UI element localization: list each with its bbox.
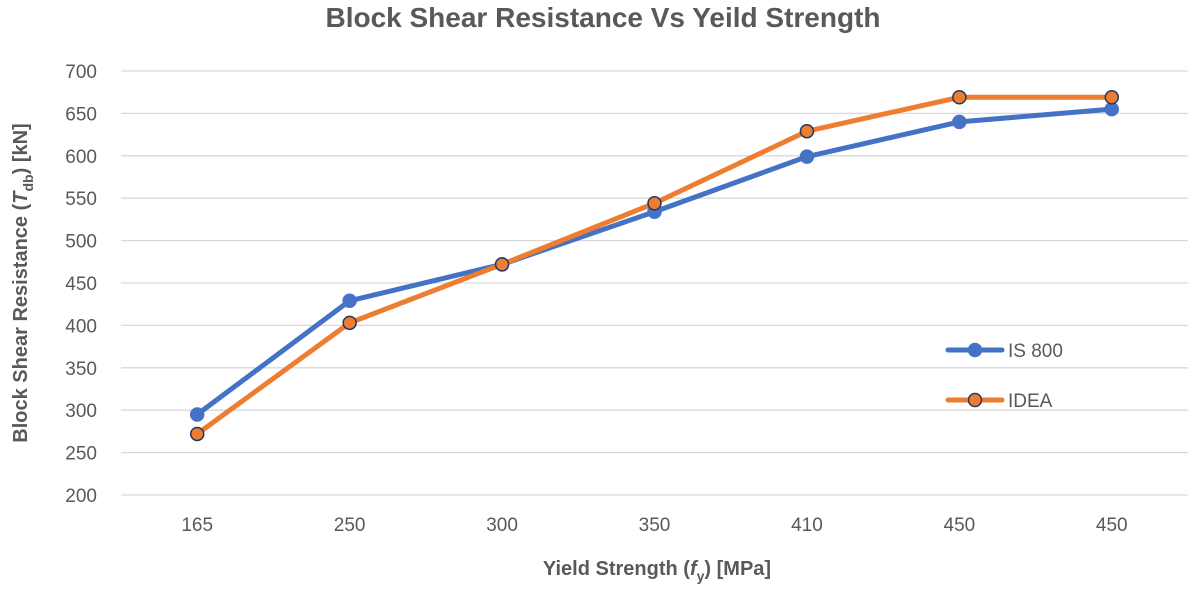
data-point (952, 114, 967, 130)
data-point (494, 257, 510, 272)
x-tick-label: 250 (334, 515, 366, 536)
x-tick-label: 300 (486, 515, 518, 536)
y-tick-label: 650 (65, 104, 97, 125)
legend: IS 800 IDEA (945, 341, 1063, 412)
y-tick-label: 450 (65, 274, 97, 295)
x-tick-label: 410 (791, 515, 823, 536)
y-tick-label: 550 (65, 189, 97, 210)
x-axis-label: Yield Strength (fy) [MPa] (543, 558, 771, 584)
x-tick-label: 350 (639, 515, 671, 536)
data-point (342, 293, 357, 309)
svg-text:IDEA: IDEA (1008, 391, 1053, 412)
data-point (1104, 101, 1120, 117)
data-point (952, 90, 967, 105)
y-tick-label: 350 (65, 359, 97, 380)
y-tick-label: 600 (65, 147, 97, 168)
y-tick-labels: 200 250 300 350 400 450 500 550 600 650 700 (65, 62, 97, 507)
data-point (1104, 90, 1120, 105)
legend-item-idea: IDEA (945, 391, 1053, 412)
data-point (189, 426, 205, 442)
y-tick-label: 200 (65, 486, 97, 507)
x-tick-label: 450 (944, 515, 976, 536)
svg-text:IS 800: IS 800 (1008, 341, 1063, 362)
legend-item-is800: IS 800 (945, 341, 1063, 362)
y-axis-label: Block Shear Resistance (Tdb) [kN] (10, 123, 36, 442)
data-point (189, 407, 205, 422)
series-line (194, 94, 1115, 437)
y-tick-label: 500 (65, 232, 97, 253)
series-is-800 (189, 101, 1120, 422)
data-point (342, 315, 357, 331)
x-tick-label: 165 (181, 515, 213, 536)
y-tick-label: 400 (65, 316, 97, 337)
data-point (647, 196, 662, 211)
series-line (194, 106, 1115, 417)
series-idea (189, 90, 1120, 442)
x-tick-label: 450 (1096, 515, 1128, 536)
gridlines (121, 70, 1188, 496)
y-tick-label: 700 (65, 62, 97, 83)
data-point (799, 123, 815, 139)
x-tick-labels: 165 250 300 350 410 450 450 (181, 515, 1127, 536)
y-tick-label: 250 (65, 444, 97, 465)
series-group (189, 90, 1120, 442)
chart-title: Block Shear Resistance Vs Yeild Strength (325, 2, 880, 33)
y-tick-label: 300 (65, 401, 97, 422)
data-point (799, 149, 815, 164)
